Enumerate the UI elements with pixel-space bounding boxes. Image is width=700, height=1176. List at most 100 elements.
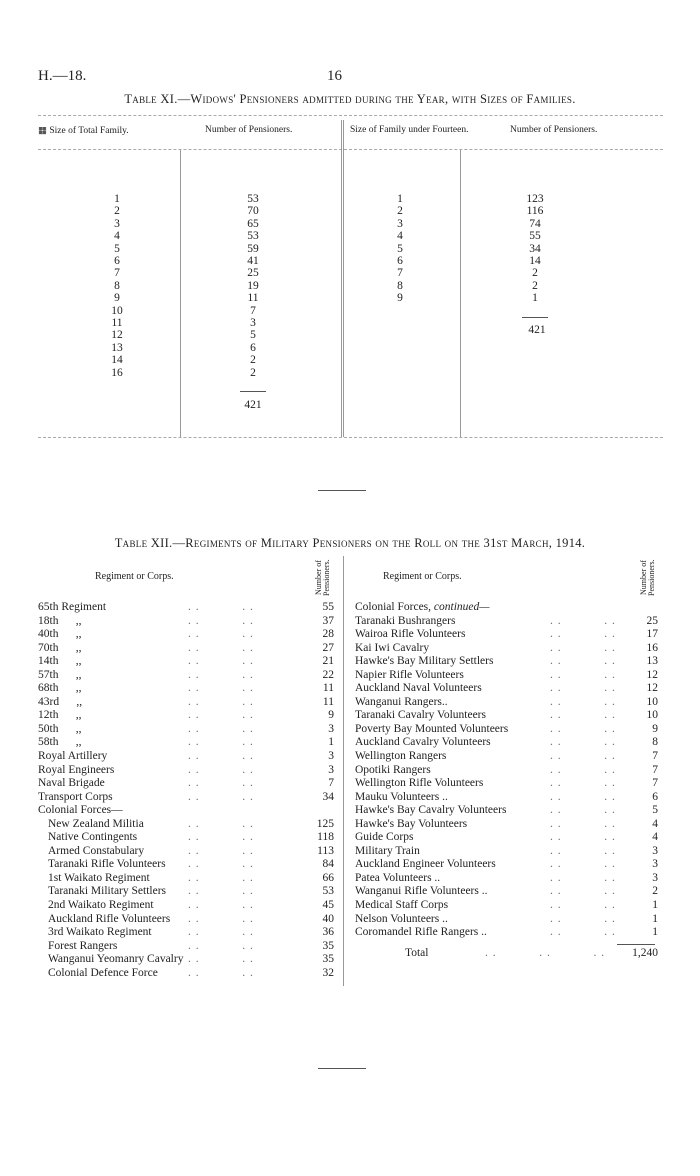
total-right: 421 — [528, 324, 546, 336]
list-item: Guide Corps . . . . 4 — [355, 831, 658, 845]
list-item: Medical Staff Corps . . . . 1 — [355, 899, 658, 913]
list-item: Opotiki Rangers . . . . 7 — [355, 764, 658, 778]
leader-dots: . . . . — [188, 750, 254, 763]
regiment-name: Hawke's Bay Volunteers — [355, 817, 468, 830]
regiment-name: 2nd Waikato Regiment — [48, 899, 154, 912]
table-cell: 19 — [247, 279, 259, 292]
colonial-forces-continued: Colonial Forces, continued— — [355, 601, 489, 615]
table-cell: 7 — [397, 267, 403, 280]
pensioner-count: 5 — [652, 804, 658, 817]
pensioner-count: 22 — [322, 668, 335, 681]
regiments-left-list: 65th Regiment. . . . 55 18th ,,. . . . 37 40… — [38, 601, 334, 980]
table-cell: 14 — [111, 354, 123, 367]
divider — [38, 437, 663, 438]
regiment-name: 1st Waikato Regiment — [48, 871, 150, 884]
table-cell: 8 — [397, 279, 403, 292]
regiment-name: Taranaki Military Settlers — [48, 885, 166, 898]
leader-dots: . . . . — [188, 844, 254, 857]
list-item: New Zealand Militia . . . . 125 — [38, 818, 334, 832]
table-cell: 65 — [247, 217, 259, 230]
leader-dots: . . . . — [550, 899, 616, 912]
list-item: Naval Brigade . . . . 7 — [38, 777, 334, 791]
list-item: Auckland Rifle Volunteers . . . . 40 — [38, 913, 334, 927]
list-item: Armed Constabulary . . . . 113 — [38, 845, 334, 859]
table-cell: 53 — [247, 230, 259, 243]
leader-dots: . . . . — [188, 912, 254, 925]
list-item: Wellington Rifle Volunteers . . . . 7 — [355, 777, 658, 791]
pensioner-count: 28 — [322, 628, 335, 641]
regiment-name: Wellington Rangers — [355, 750, 447, 763]
table-cell: 41 — [247, 255, 259, 268]
col-header-pensioners-2: Number of Pensioners. — [510, 125, 598, 135]
list-item: Colonial Defence Force . . . . 32 — [38, 967, 334, 981]
list-item: 70th ,, . . . . 27 — [38, 642, 334, 656]
list-item: 1st Waikato Regiment . . . . 66 — [38, 872, 334, 886]
regiment-name: Kai Iwi Cavalry — [355, 641, 430, 654]
regiment-name: Taranaki Rifle Volunteers — [48, 858, 166, 871]
regiment-name: Colonial Defence Force — [48, 966, 158, 979]
leader-dots: . . . . — [188, 899, 254, 912]
leader-dots: . . . . — [188, 966, 254, 979]
table-cell: 4 — [397, 230, 403, 243]
table-cell: 14 — [529, 255, 541, 268]
regiment-name: Transport Corps — [38, 790, 113, 803]
list-item: 2nd Waikato Regiment . . . . 45 — [38, 899, 334, 913]
list-item: Taranaki Cavalry Volunteers . . . . 10 — [355, 709, 658, 723]
leader-dots: . . . . — [188, 777, 254, 790]
leader-dots: . . . . — [550, 736, 616, 749]
list-item: Colonial Forces— — [38, 804, 334, 818]
regiment-name: 12th ,, — [38, 709, 82, 722]
pensioner-count: 4 — [652, 817, 658, 830]
regiment-name: 70th ,, — [38, 641, 82, 654]
list-item: 12th ,, . . . . 9 — [38, 709, 334, 723]
pensioner-count: 35 — [322, 939, 335, 952]
section-separator — [318, 1068, 366, 1069]
list-item: Auckland Engineer Volunteers . . . . 3 — [355, 858, 658, 872]
pensioners-by-under-fourteen: 123 116 74 55 34 14 2 2 1 — [505, 193, 565, 305]
leader-dots: . . . . — [188, 831, 254, 844]
table-cell: 7 — [250, 304, 256, 317]
pensioner-count: 40 — [322, 912, 335, 925]
list-item: Native Contingents . . . . 118 — [38, 831, 334, 845]
list-item: Wellington Rangers . . . . 7 — [355, 750, 658, 764]
leader-dots: . . . . — [550, 871, 616, 884]
regiment-name: Native Contingents — [48, 831, 138, 844]
table-cell: 1 — [397, 193, 403, 205]
leader-dots: . . . . — [550, 817, 616, 830]
table-cell: 6 — [397, 255, 403, 268]
table-cell: 70 — [247, 205, 259, 218]
table-cell: 5 — [250, 329, 256, 342]
list-item: 68th ,, . . . . 11 — [38, 682, 334, 696]
regiment-name: Medical Staff Corps — [355, 899, 449, 912]
pensioner-count: 9 — [328, 709, 334, 722]
total-label: Total — [405, 946, 429, 959]
leader-dots: . . . . — [550, 763, 616, 776]
leader-dots: . . . . — [188, 601, 254, 613]
pensioner-count: 113 — [317, 844, 334, 857]
regiment-name: 3rd Waikato Regiment — [48, 926, 152, 939]
col-header-number-right: Number of Pensioners. — [639, 559, 656, 597]
pensioner-count: 118 — [317, 831, 334, 844]
divider — [38, 149, 663, 150]
table-cell: 11 — [111, 317, 123, 330]
regiment-name: Colonial Forces— — [38, 804, 123, 817]
regiment-name: 18th ,, — [38, 614, 82, 627]
list-item: Hawke's Bay Volunteers . . . . 4 — [355, 818, 658, 832]
total-value: 1,240 — [632, 946, 658, 959]
pensioner-count: 11 — [322, 682, 334, 695]
regiment-name: 50th ,, — [38, 722, 82, 735]
pensioner-count: 3 — [328, 763, 334, 776]
table-cell: 12 — [111, 329, 123, 342]
section-separator — [318, 490, 366, 491]
regiment-name: Napier Rifle Volunteers — [355, 668, 464, 681]
list-item: Coromandel Rifle Rangers .. . . . . 1 — [355, 926, 658, 940]
divider — [38, 115, 663, 116]
regiment-name: Armed Constabulary — [48, 844, 145, 857]
sum-rule — [617, 943, 655, 945]
leader-dots: . . . . — [188, 926, 254, 939]
heading-italic: continued— — [433, 601, 490, 613]
regiment-name: 68th ,, — [38, 682, 82, 695]
column-rule — [341, 120, 344, 437]
pensioner-count: 32 — [322, 966, 335, 979]
